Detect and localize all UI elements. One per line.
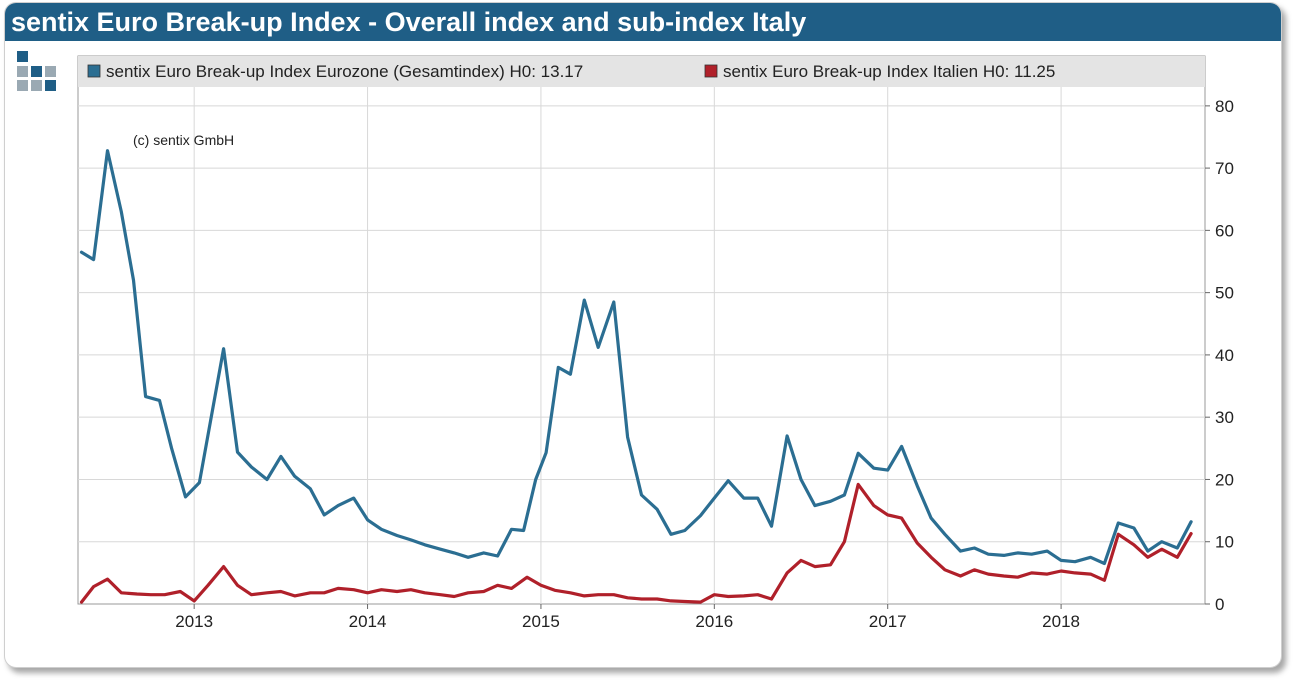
- legend-swatch: [87, 64, 101, 78]
- legend-background: [78, 56, 1205, 87]
- grid: [77, 55, 1206, 605]
- x-tick-label: 2013: [175, 612, 213, 631]
- x-tick-label: 2018: [1042, 612, 1080, 631]
- legend-swatch: [704, 64, 718, 78]
- legend: sentix Euro Break-up Index Eurozone (Ges…: [87, 62, 1055, 81]
- sentix-logo-icon: [13, 49, 59, 95]
- legend-entry: sentix Euro Break-up Index Italien H0: 1…: [723, 62, 1055, 81]
- chart-title: sentix Euro Break-up Index - Overall ind…: [5, 3, 1281, 41]
- y-tick-label: 30: [1215, 408, 1234, 427]
- line-chart: sentix Euro Break-up Index Eurozone (Ges…: [77, 55, 1234, 631]
- y-tick-label: 40: [1215, 346, 1234, 365]
- axes: 0 10 20 30 40 50 60 70 80 2013 2014 2015 2016 2017 201…: [175, 97, 1234, 631]
- y-tick-label: 20: [1215, 470, 1234, 489]
- plot-border: [77, 55, 1206, 605]
- y-tick-label: 0: [1215, 595, 1224, 614]
- chart-frame: sentix Euro Break-up Index - Overall ind…: [4, 2, 1282, 668]
- series-lines: [79, 149, 1193, 604]
- copyright-annotation: (c) sentix GmbH: [133, 132, 234, 148]
- series-line-italy: [79, 482, 1193, 604]
- x-tick-label: 2017: [869, 612, 907, 631]
- y-tick-label: 70: [1215, 159, 1234, 178]
- x-tick-label: 2016: [695, 612, 733, 631]
- series-line-eurozone: [79, 149, 1193, 566]
- y-tick-label: 80: [1215, 97, 1234, 116]
- legend-entry: sentix Euro Break-up Index Eurozone (Ges…: [106, 62, 583, 81]
- x-tick-label: 2014: [349, 612, 387, 631]
- y-tick-label: 50: [1215, 284, 1234, 303]
- y-tick-label: 10: [1215, 533, 1234, 552]
- x-tick-label: 2015: [522, 612, 560, 631]
- y-tick-label: 60: [1215, 221, 1234, 240]
